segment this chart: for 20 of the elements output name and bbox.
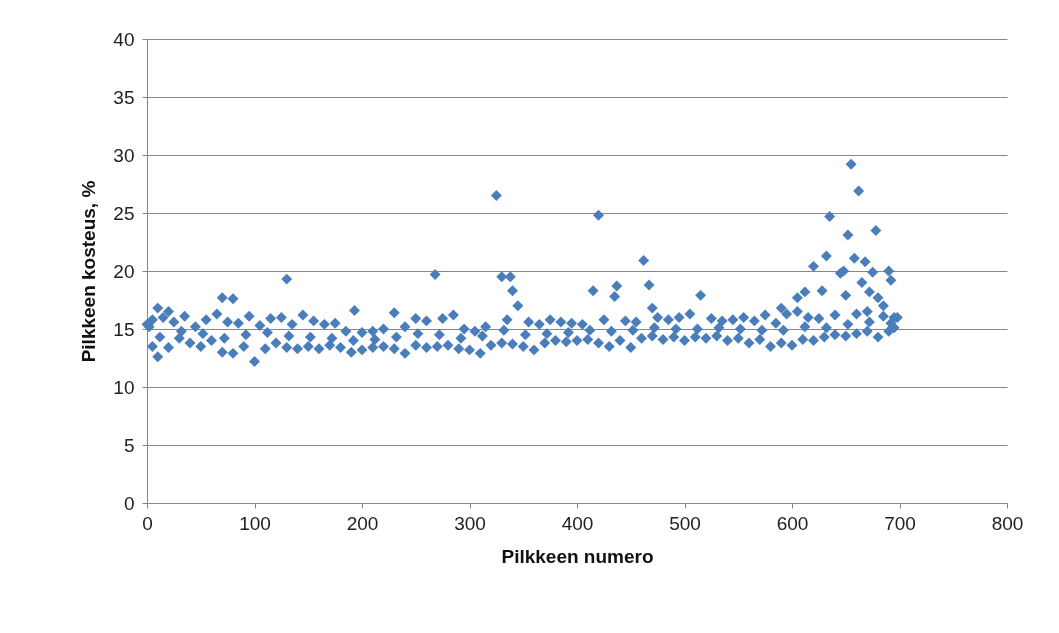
y-tick-label: 5 (123, 434, 135, 456)
x-tick-label: 600 (776, 512, 809, 534)
x-tick-label: 800 (991, 512, 1024, 534)
y-tick-label: 40 (113, 28, 135, 50)
y-tick-label: 35 (113, 86, 135, 108)
y-tick-label: 30 (113, 144, 135, 166)
x-tick-label: 0 (142, 512, 153, 534)
y-tick-label: 25 (113, 202, 135, 224)
x-axis-title: Pilkkeen numero (501, 545, 654, 567)
x-tick-label: 400 (561, 512, 594, 534)
x-tick-label: 200 (346, 512, 379, 534)
x-tick-label: 700 (884, 512, 916, 534)
y-tick-label: 15 (113, 318, 135, 340)
x-tick-label: 300 (454, 512, 486, 534)
y-tick-label: 10 (113, 376, 135, 398)
y-tick-label: 0 (123, 492, 135, 514)
y-tick-label: 20 (113, 260, 135, 282)
y-axis-title: Pilkkeen kosteus, % (78, 180, 100, 363)
x-tick-label: 500 (669, 512, 701, 534)
x-tick-label: 100 (239, 512, 271, 534)
